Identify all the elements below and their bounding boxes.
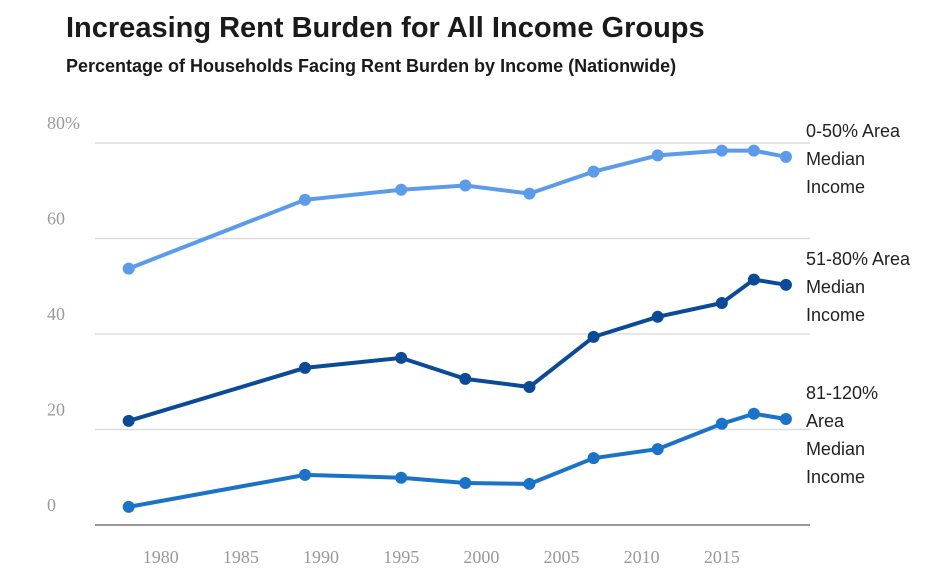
data-point	[299, 193, 312, 206]
series-label: 0-50% Area Median Income	[805, 120, 900, 197]
series-line	[128, 277, 787, 423]
data-point	[395, 471, 408, 484]
y-tick-label: 20	[47, 400, 65, 420]
data-point	[651, 149, 664, 162]
data-point	[523, 381, 536, 394]
data-point	[715, 417, 728, 430]
y-tick-label: 80%	[47, 113, 80, 133]
data-point	[299, 468, 312, 481]
data-point	[779, 150, 792, 163]
data-point	[779, 278, 792, 291]
x-tick-label: 2010	[624, 547, 660, 567]
data-point	[523, 187, 536, 200]
x-tick-label: 2005	[544, 547, 580, 567]
data-point	[122, 500, 135, 513]
series-label: 51-80% Area Median Income	[805, 248, 911, 325]
data-point	[523, 477, 536, 490]
series-label: 81-120% Area Median Income	[805, 382, 878, 487]
x-tick-label: 2000	[463, 547, 499, 567]
data-point	[715, 144, 728, 157]
data-point	[587, 330, 600, 343]
data-point	[459, 476, 472, 489]
data-point	[651, 443, 664, 456]
data-point	[651, 310, 664, 323]
data-point	[587, 165, 600, 178]
y-tick-label: 0	[47, 495, 56, 515]
data-point	[459, 372, 472, 385]
x-tick-label: 1990	[303, 547, 339, 567]
data-point	[715, 296, 728, 309]
data-point	[587, 452, 600, 465]
series-line	[127, 148, 787, 271]
data-point	[779, 412, 792, 425]
data-point	[747, 407, 760, 420]
data-point	[122, 262, 135, 275]
chart-title: Increasing Rent Burden for All Income Gr…	[66, 12, 705, 44]
series-line	[128, 411, 787, 509]
data-point	[122, 414, 135, 427]
x-tick-label: 1980	[143, 547, 179, 567]
data-point	[747, 273, 760, 286]
y-tick-label: 60	[47, 209, 65, 229]
data-point	[299, 361, 312, 374]
x-tick-label: 1985	[223, 547, 259, 567]
data-point	[459, 179, 472, 192]
chart-subtitle: Percentage of Households Facing Rent Bur…	[66, 56, 677, 76]
y-tick-label: 40	[47, 304, 65, 324]
x-tick-label: 1995	[383, 547, 419, 567]
x-tick-label: 2015	[704, 547, 740, 567]
data-point	[395, 351, 408, 364]
data-point	[395, 183, 408, 196]
data-point	[747, 144, 760, 157]
